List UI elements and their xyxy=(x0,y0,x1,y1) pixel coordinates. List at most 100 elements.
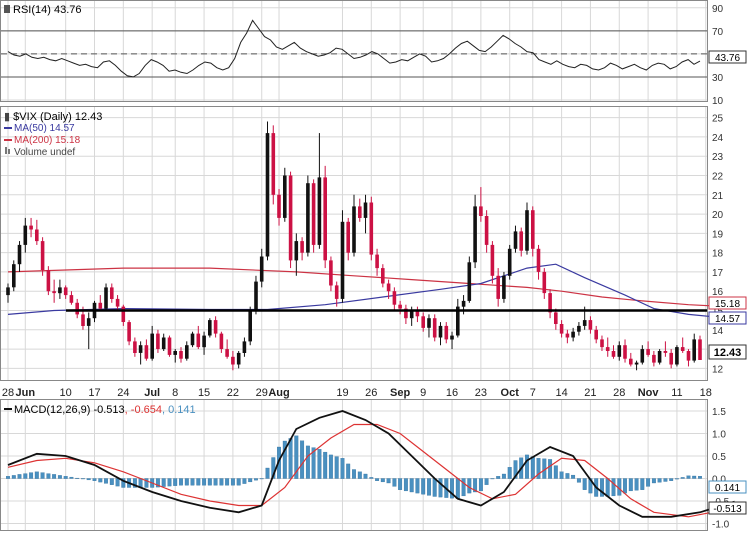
macd-hist-current-box xyxy=(708,480,747,494)
macd-histogram-bar xyxy=(196,478,201,486)
candle xyxy=(548,289,552,319)
rsi-legend-swatch xyxy=(4,5,10,13)
candle-body xyxy=(23,225,28,245)
candle xyxy=(254,275,258,315)
candle-body xyxy=(409,310,414,319)
candle-body xyxy=(277,194,281,218)
candle xyxy=(46,266,51,296)
macd-histogram-bar xyxy=(403,478,408,492)
macd-histogram-bar xyxy=(634,478,639,491)
candle-body xyxy=(75,302,79,315)
candle-body xyxy=(577,325,581,332)
candle xyxy=(219,331,224,353)
macd-histogram-bar xyxy=(282,440,287,479)
candle xyxy=(277,189,281,226)
candle-body xyxy=(323,177,327,261)
candle-body xyxy=(559,324,564,334)
macd-panel: 1.51.00.50.0-0.5-1.0 MACD(12,26,9) -0.51… xyxy=(0,399,747,531)
macd-histogram-bar xyxy=(559,471,564,479)
candle xyxy=(502,271,506,303)
candle-body xyxy=(213,320,218,334)
rsi-gridlines xyxy=(1,1,707,101)
candle-body xyxy=(271,133,276,195)
macd-histogram-bar xyxy=(161,478,166,487)
candle xyxy=(144,339,149,361)
candle-body xyxy=(283,175,287,218)
candle-body xyxy=(17,244,22,265)
macd-histogram-bar xyxy=(167,478,172,487)
macd-histogram-bar xyxy=(173,478,178,486)
rsi-tick-label: 70 xyxy=(712,27,724,38)
candle-body xyxy=(392,291,397,305)
macd-histogram-bar xyxy=(651,478,656,484)
candle-body xyxy=(663,351,668,353)
macd-histogram-bar xyxy=(46,473,51,479)
candle xyxy=(652,351,656,367)
price-tick-label: 12 xyxy=(712,364,724,375)
candle xyxy=(663,341,668,357)
candle-body xyxy=(167,337,172,355)
date-axis-label: Jul xyxy=(144,387,160,399)
date-axis-label: 22 xyxy=(227,387,239,399)
candle-body xyxy=(467,262,472,301)
rsi-panel: 9070503010 RSI(14) 43.76 43.76 xyxy=(0,0,747,107)
price-tick-label: 17 xyxy=(712,268,724,279)
candle-body xyxy=(479,206,483,216)
macd-histogram-bar xyxy=(692,475,697,479)
candle xyxy=(692,333,696,363)
candle xyxy=(473,194,477,269)
macd-histogram-bar xyxy=(179,478,183,486)
candle-body xyxy=(386,283,391,292)
macd-legend: MACD(12,26,9) -0.513, -0.654, 0.141 xyxy=(4,404,196,416)
candle xyxy=(392,287,397,311)
price-panel: 2524232221201918171615141312 ▮ $VIX (Dai… xyxy=(0,106,747,381)
candle xyxy=(611,345,616,359)
date-axis-label: 26 xyxy=(365,387,377,399)
macd-histogram-bar xyxy=(392,478,397,487)
candle xyxy=(657,349,662,365)
candle-body xyxy=(496,275,500,299)
candle-body xyxy=(450,335,454,340)
macd-tick-label: 1.0 xyxy=(712,430,726,441)
candle xyxy=(686,349,691,367)
macd-histogram-bar xyxy=(294,435,299,479)
candle xyxy=(640,345,645,365)
date-axis-label: 28 xyxy=(2,387,14,399)
price-legend: ▮ $VIX (Daily) 12.43 MA(50) 14.57 MA(200… xyxy=(4,111,102,158)
candle xyxy=(559,320,564,338)
date-axis-label: 17 xyxy=(88,387,100,399)
date-axis-label: 29 xyxy=(256,387,268,399)
macd-histogram-bar xyxy=(11,475,16,479)
macd-histogram-bar xyxy=(219,478,224,486)
macd-histogram-bar xyxy=(490,478,495,480)
macd-histogram-bar xyxy=(427,478,431,496)
candle-body xyxy=(652,354,656,363)
candle-body xyxy=(548,293,552,313)
candle-body xyxy=(531,210,535,249)
macd-histogram-bar xyxy=(461,478,466,497)
macd-tick-label: 0.0 xyxy=(712,475,726,486)
macd-histogram-bar xyxy=(92,478,97,481)
candle-body xyxy=(617,345,622,357)
candle xyxy=(179,347,183,363)
price-tick-labels: 2524232221201918171615141312 xyxy=(712,114,724,376)
candle xyxy=(311,179,316,253)
macd-histogram-bar xyxy=(121,478,126,488)
candle xyxy=(225,339,229,359)
candle xyxy=(634,360,639,371)
candle-body xyxy=(594,329,598,340)
candle-body xyxy=(490,244,495,276)
candle-body xyxy=(444,325,449,340)
candle xyxy=(29,217,33,238)
candle-body xyxy=(144,345,149,359)
date-axis-label: 8 xyxy=(172,387,178,399)
candle xyxy=(536,244,541,280)
macd-histogram-bar xyxy=(34,471,39,479)
candle-body xyxy=(352,206,356,253)
price-tick-label: 24 xyxy=(712,133,724,144)
macd-histogram-bar xyxy=(663,478,668,482)
candle xyxy=(346,217,350,261)
candle xyxy=(259,248,264,288)
macd-histogram-bar xyxy=(81,478,85,480)
candle-body xyxy=(208,320,212,336)
